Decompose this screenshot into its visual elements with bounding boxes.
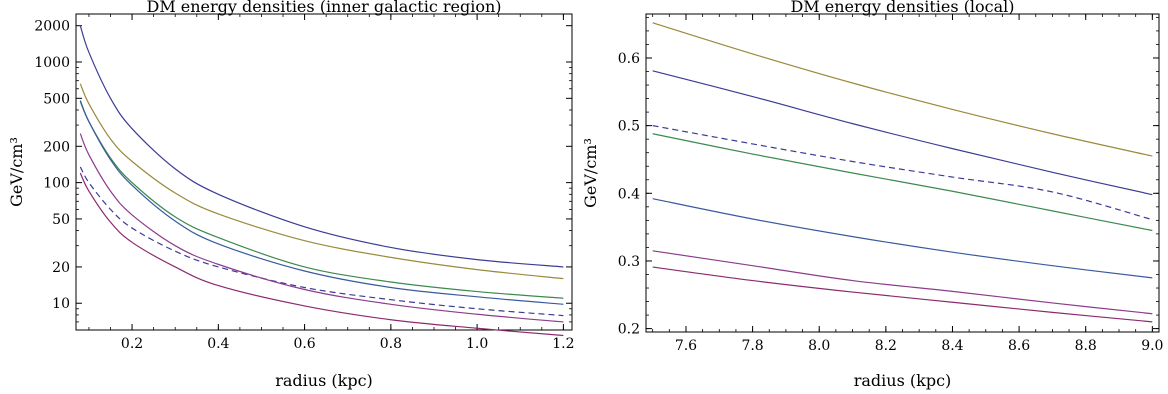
series-line-2 [79,83,564,280]
y-tick-label: 2000 [34,19,70,35]
series-line-7 [652,266,1153,323]
x-tick-label: 7.6 [675,338,697,354]
series-line-5 [652,198,1153,279]
x-tick-label: 8.4 [941,338,963,354]
x-tick-label: 7.8 [741,338,763,354]
x-tick-label: 0.4 [207,336,229,352]
y-tick-label: 20 [52,260,70,276]
chart-right-svg: DM energy densities (local) radius (kpc) G… [584,0,1163,390]
x-tick-label: 8.8 [1075,338,1097,354]
series-line-1 [652,22,1153,157]
y-tick-label: 0.3 [618,254,640,270]
chart-left-svg: DM energy densities (inner galactic regi… [7,0,575,390]
y-tick-label: 50 [52,212,70,228]
series-line-5 [79,166,564,317]
y-tick-label: 0.2 [618,322,640,338]
y-axis-label: GeV/cm³ [584,138,600,208]
series-line-4 [652,133,1153,232]
series-line-6 [652,250,1153,315]
x-axis-label: radius (kpc) [854,371,952,390]
x-tick-label: 8.0 [808,338,830,354]
chart-left: DM energy densities (inner galactic regi… [7,0,575,390]
x-tick-label: 0.6 [293,336,315,352]
y-tick-label: 0.4 [618,186,640,202]
series-line-4 [79,100,564,305]
series-line-7 [79,172,564,337]
series-line-2 [652,70,1153,196]
x-tick-label: 9.0 [1141,338,1163,354]
y-tick-label: 0.5 [618,119,640,135]
y-tick-label: 1000 [34,55,70,71]
x-tick-label: 8.6 [1008,338,1030,354]
chart-right: DM energy densities (local) radius (kpc) G… [584,0,1168,394]
y-tick-label: 0.6 [618,51,640,67]
plot-frame-right [645,13,1160,333]
series-line-3 [79,101,564,299]
x-tick-label: 0.2 [121,336,143,352]
x-tick-label: 0.8 [380,336,402,352]
x-tick-label: 1.2 [552,336,574,352]
x-tick-label: 8.2 [875,338,897,354]
y-tick-label: 10 [52,296,70,312]
plot-frame-left [75,13,573,331]
series-line-1 [79,25,564,268]
y-axis-label: GeV/cm³ [7,137,26,207]
y-tick-label: 100 [43,176,70,192]
chart-title: DM energy densities (local) [790,0,1014,16]
series-line-3 [652,125,1153,221]
y-tick-label: 500 [43,91,70,107]
chart-title: DM energy densities (inner galactic regi… [146,0,501,16]
y-tick-label: 200 [43,139,70,155]
x-tick-label: 1.0 [466,336,488,352]
x-axis-label: radius (kpc) [275,371,373,390]
series-line-6 [79,133,564,323]
